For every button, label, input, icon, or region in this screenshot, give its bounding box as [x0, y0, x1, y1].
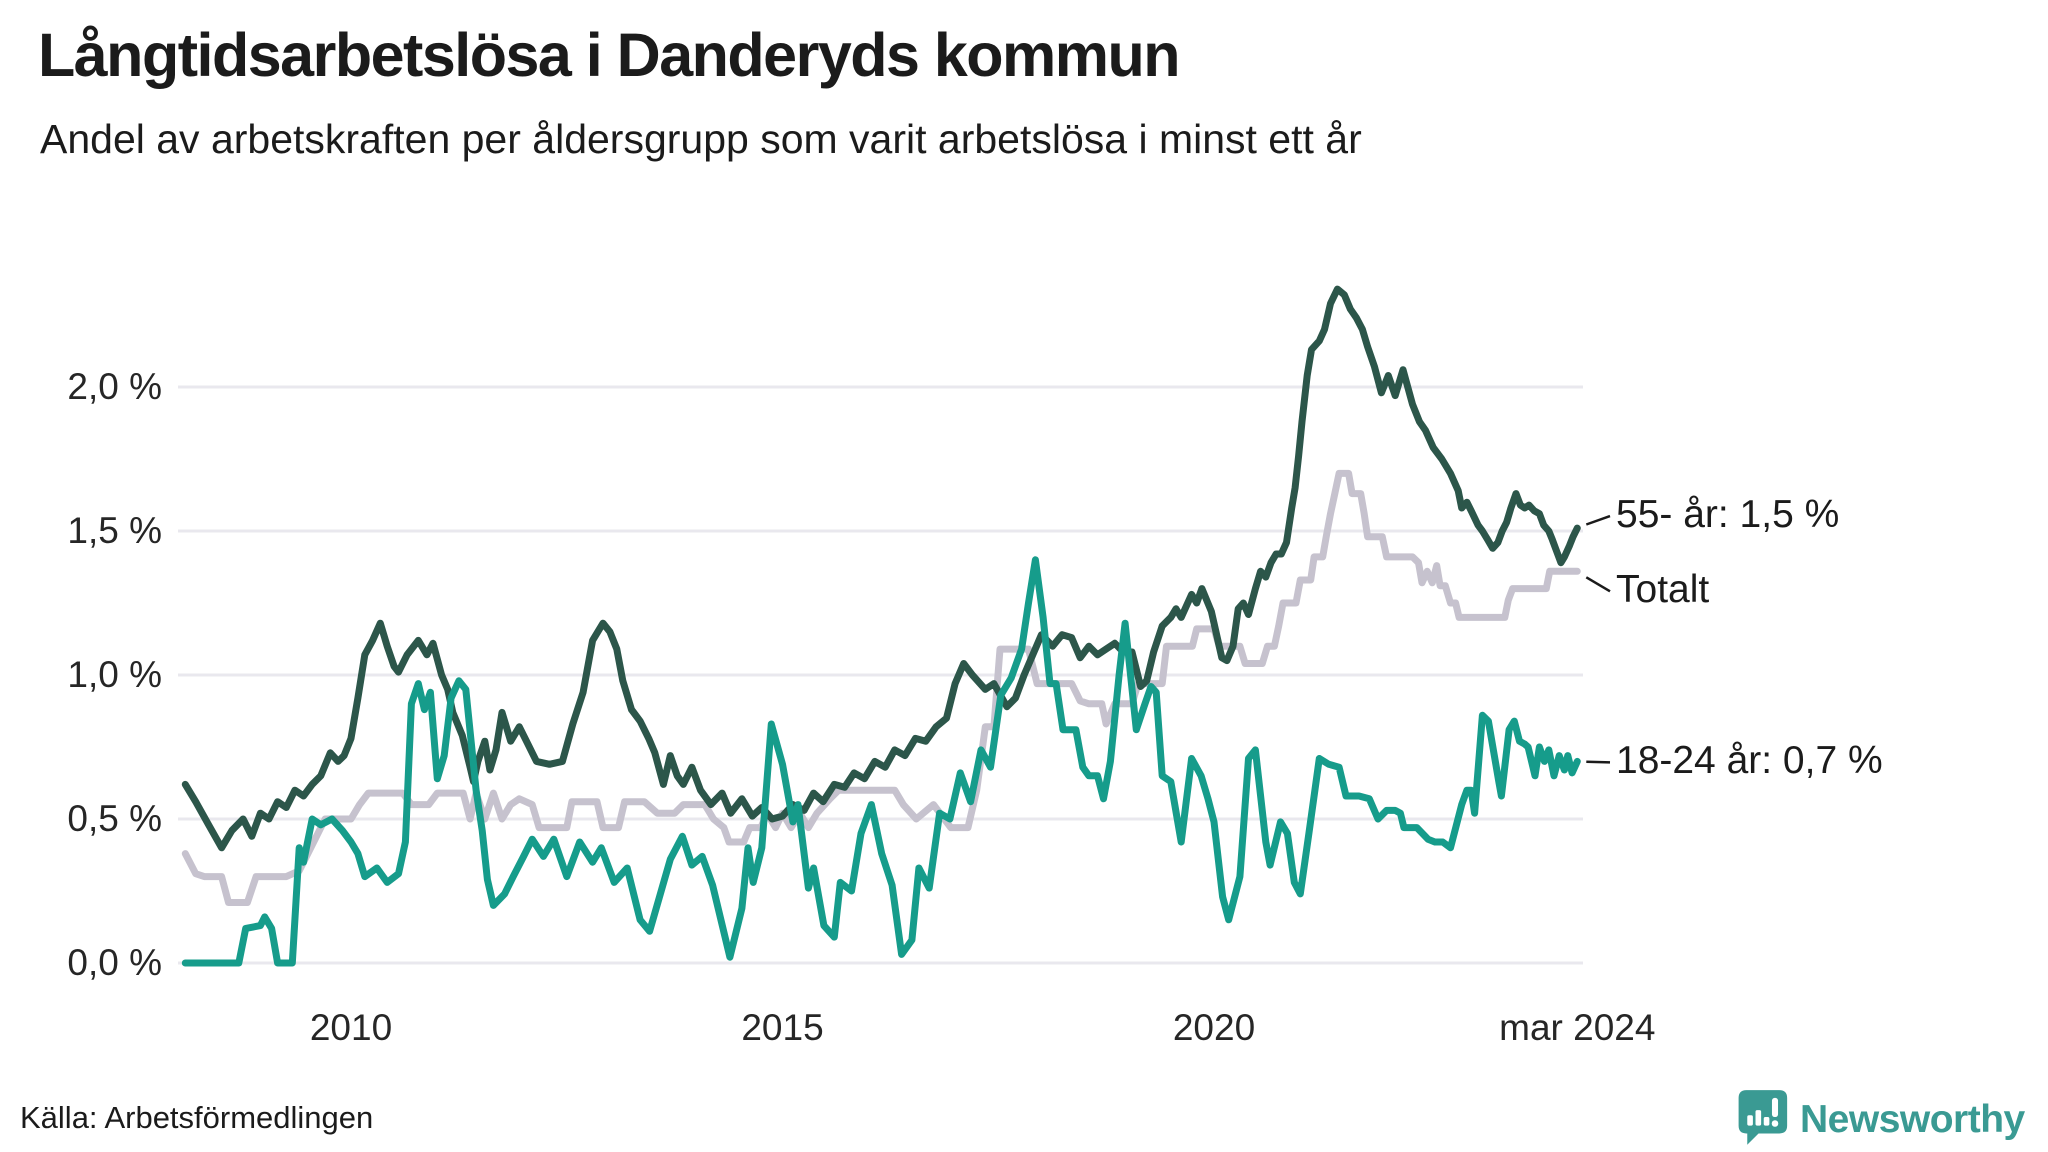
y-tick-label: 1,0 %	[67, 654, 162, 695]
y-tick-label: 2,0 %	[67, 366, 162, 407]
y-tick-label: 1,5 %	[67, 510, 162, 551]
series-line-18-24	[181, 556, 1581, 967]
x-tick-label: 2015	[741, 1007, 824, 1048]
y-tick-label: 0,0 %	[67, 942, 162, 983]
y-tick-label: 0,5 %	[67, 798, 162, 839]
annotation-connector	[1586, 760, 1611, 764]
series-line-totalt	[181, 469, 1581, 906]
series-end-label-55plus: 55- år: 1,5 %	[1616, 493, 1840, 537]
x-tick-label: 2020	[1172, 1007, 1256, 1048]
newsworthy-logo: Newsworthy	[1736, 1088, 2025, 1151]
chart-title: Långtidsarbetslösa i Danderyds kommun	[38, 21, 1181, 89]
series-line-55plus	[181, 285, 1581, 852]
newsworthy-logo-icon	[1736, 1088, 1788, 1151]
x-tick-label: mar 2024	[1499, 1007, 1656, 1048]
annotation-connector	[1585, 576, 1611, 593]
x-tick-label: 2010	[309, 1007, 393, 1048]
annotation-connector	[1585, 514, 1611, 526]
newsworthy-logo-text: Newsworthy	[1800, 1097, 2025, 1141]
source-note: Källa: Arbetsförmedlingen	[20, 1100, 374, 1135]
series-end-label-18-24: 18-24 år: 0,7 %	[1616, 739, 1883, 783]
series-end-label-totalt: Totalt	[1616, 568, 1710, 612]
chart-subtitle: Andel av arbetskraften per åldersgrupp s…	[40, 116, 1362, 162]
